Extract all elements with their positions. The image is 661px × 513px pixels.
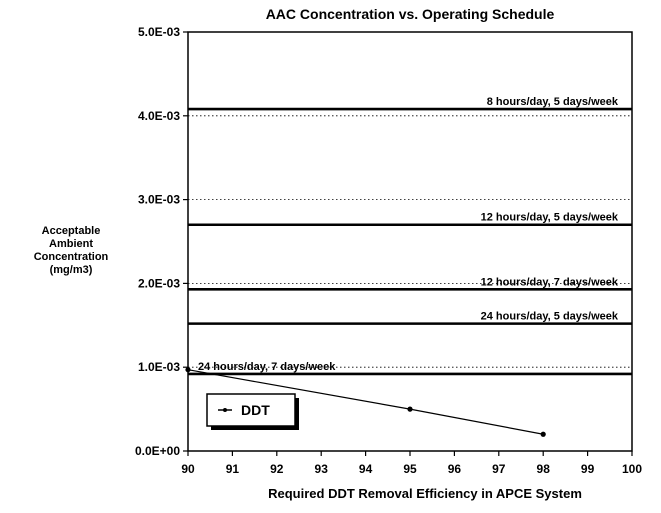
reference-line-label: 24 hours/day, 5 days/week (481, 311, 619, 323)
y-tick-label: 5.0E-03 (138, 25, 180, 39)
x-tick-label: 99 (581, 462, 595, 476)
x-axis: 90 91 92 93 94 95 96 97 98 99 100 (181, 451, 642, 476)
y-tick-label: 2.0E-03 (138, 276, 180, 290)
reference-line-label: 8 hours/day, 5 days/week (487, 96, 619, 108)
x-tick-label: 93 (315, 462, 329, 476)
x-tick-label: 100 (622, 462, 642, 476)
legend: DDT (206, 393, 299, 430)
x-tick-label: 94 (359, 462, 373, 476)
reference-line-label: 12 hours/day, 5 days/week (481, 212, 619, 224)
chart-title: AAC Concentration vs. Operating Schedule (266, 6, 555, 22)
x-axis-title: Required DDT Removal Efficiency in APCE … (268, 486, 582, 501)
y-axis-label-line: Ambient (49, 238, 93, 250)
x-tick-label: 97 (492, 462, 506, 476)
x-tick-label: 90 (181, 462, 195, 476)
x-tick-label: 95 (403, 462, 417, 476)
y-tick-label: 3.0E-03 (138, 193, 180, 207)
y-tick-label: 0.0E+00 (135, 444, 180, 458)
data-point (407, 406, 413, 412)
reference-line-label: 24 hours/day, 7 days/week (198, 361, 336, 373)
y-axis-label-line: Concentration (34, 251, 109, 263)
x-tick-label: 91 (226, 462, 240, 476)
x-tick-label: 98 (537, 462, 551, 476)
y-axis-label-line: Acceptable (42, 225, 101, 237)
y-tick-label: 4.0E-03 (138, 109, 180, 123)
plot-area (187, 31, 633, 452)
x-tick-label: 96 (448, 462, 462, 476)
legend-item-ddt: DDT (241, 402, 270, 418)
x-tick-label: 92 (270, 462, 284, 476)
y-tick-label: 1.0E-03 (138, 360, 180, 374)
legend-marker (223, 408, 227, 412)
reference-line-label: 12 hours/day, 7 days/week (481, 276, 619, 288)
data-point (540, 431, 546, 437)
reference-lines: 8 hours/day, 5 days/week 12 hours/day, 5 … (188, 96, 632, 376)
y-axis: 0.0E+00 1.0E-03 2.0E-03 3.0E-03 4.0E-03 5.0E-… (135, 25, 188, 458)
gridlines (188, 115, 632, 368)
y-axis-label-line: (mg/m3) (50, 264, 93, 276)
